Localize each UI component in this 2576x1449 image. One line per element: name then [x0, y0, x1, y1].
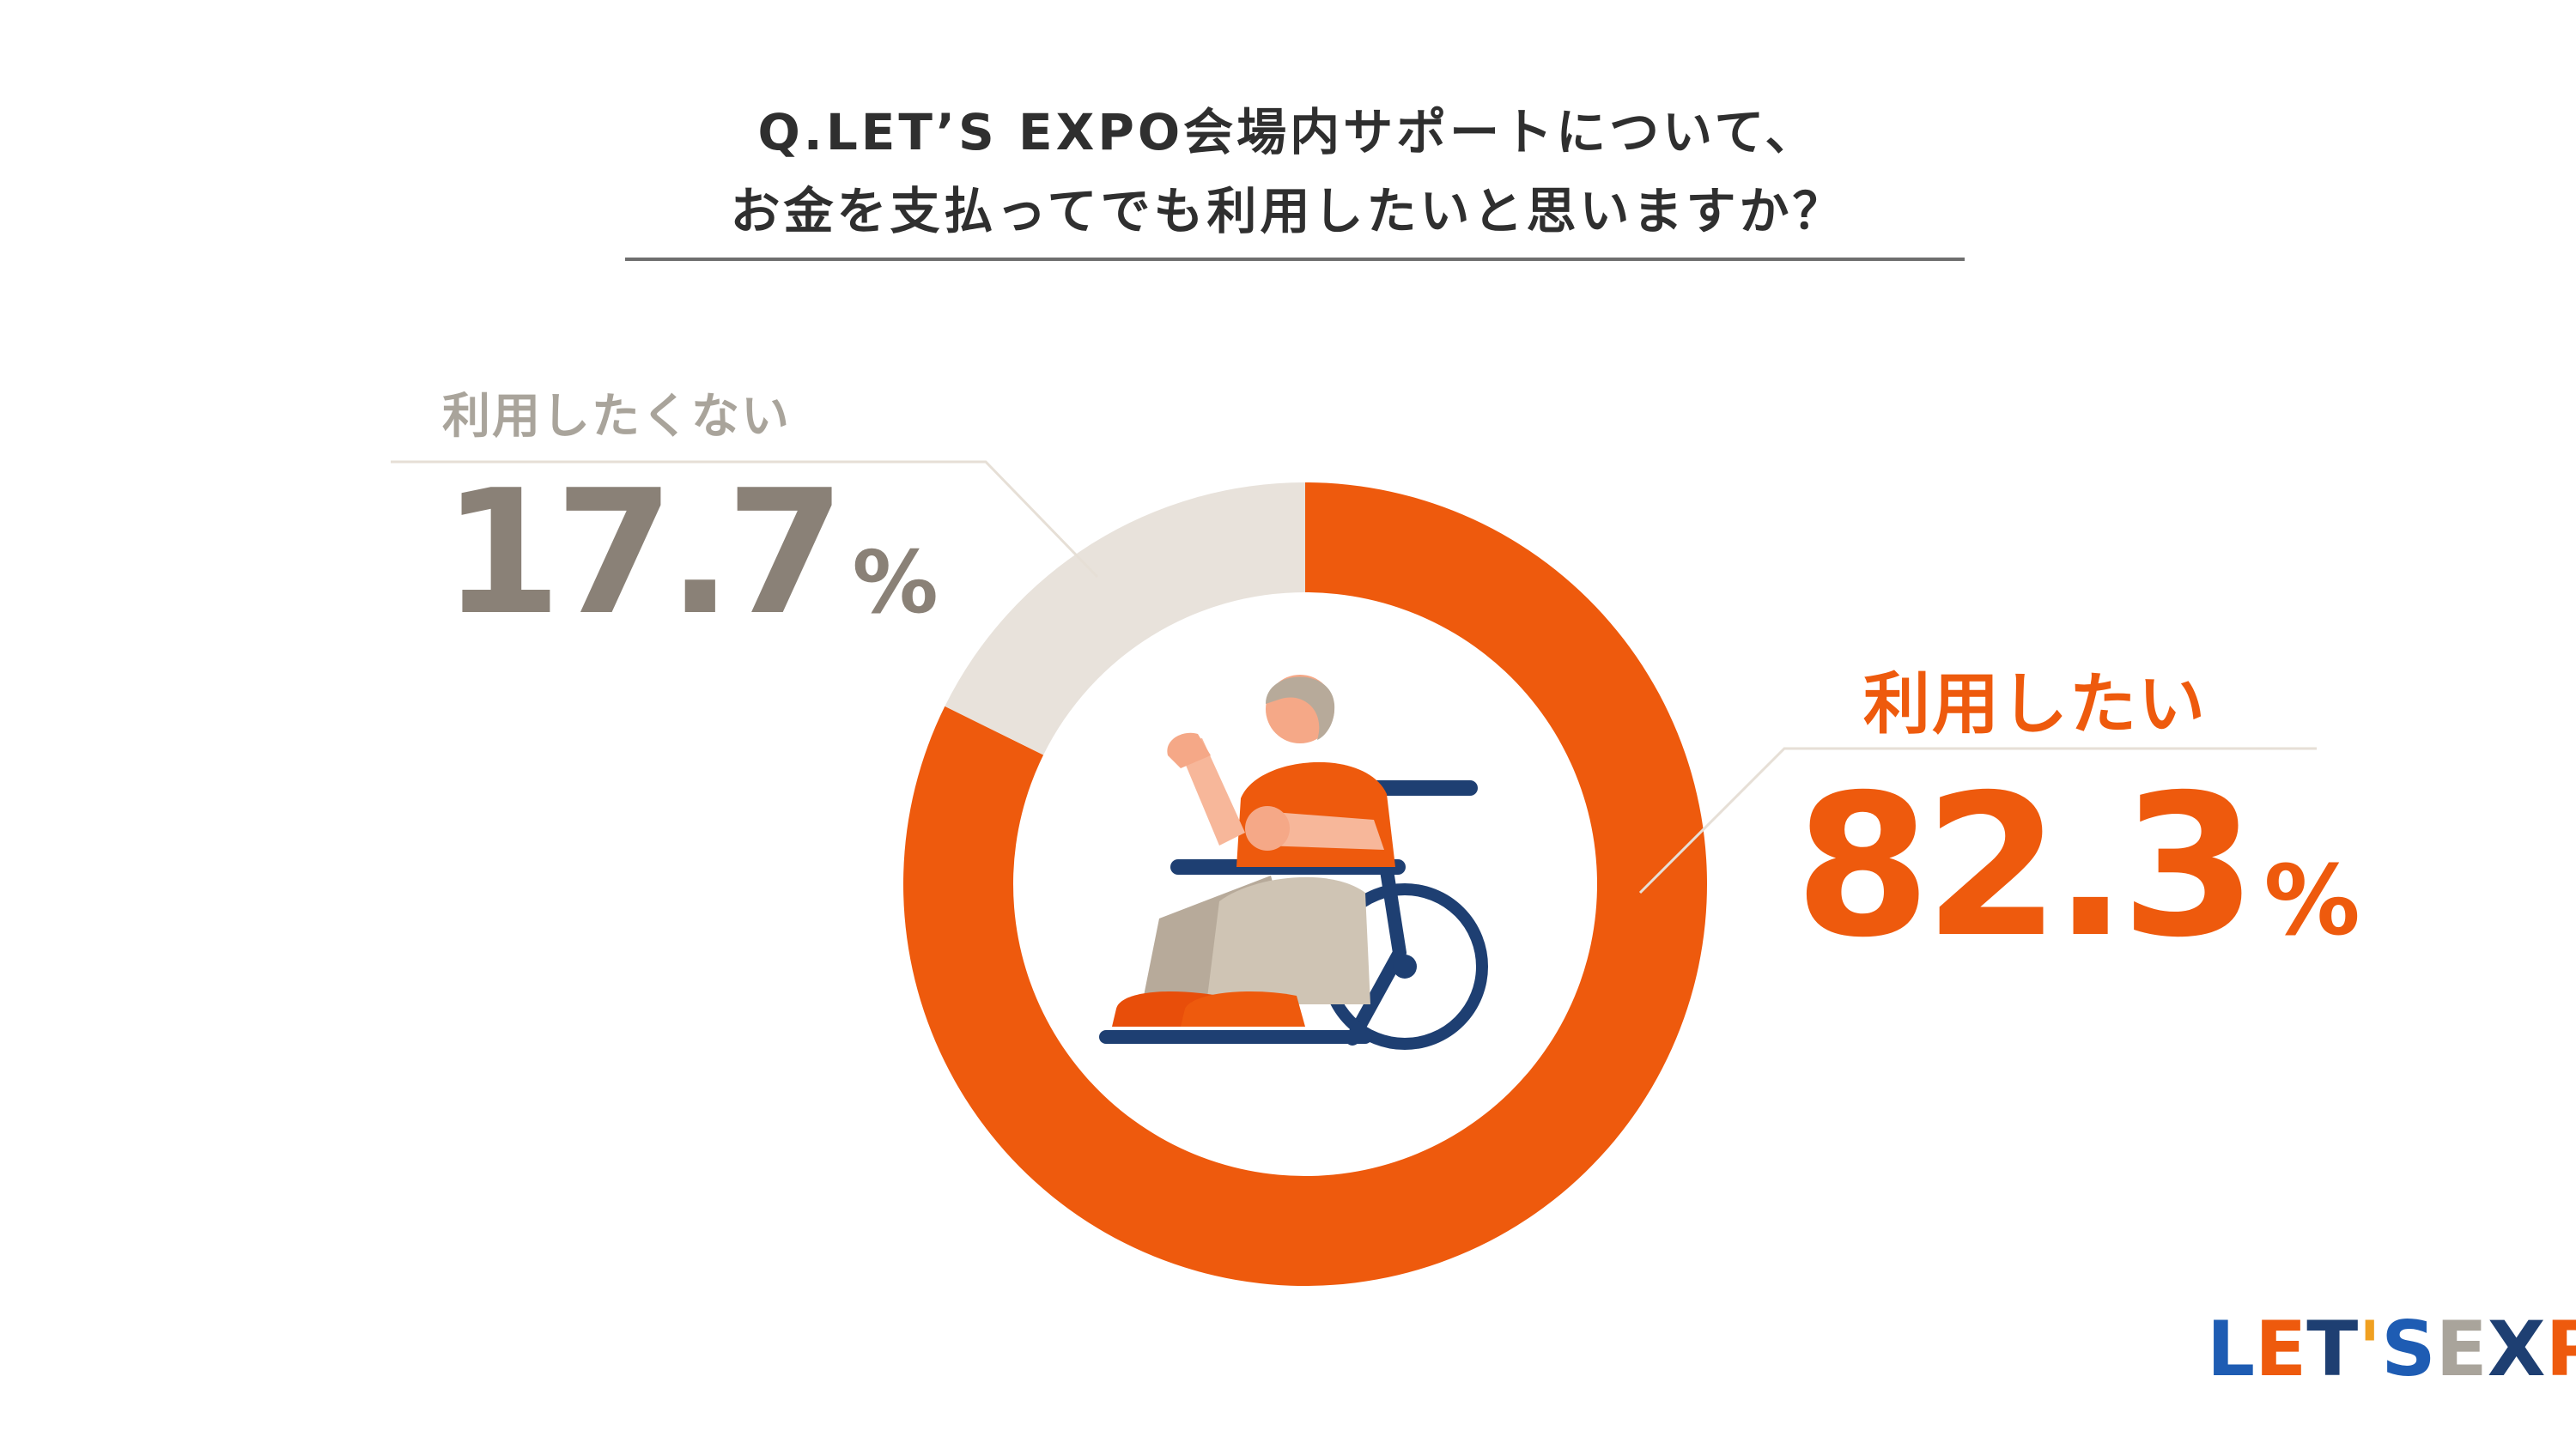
title-line-2: お金を支払ってでも利用したいと思いますか？ — [730, 182, 1846, 240]
label-no-value: 17.7 — [442, 453, 845, 653]
label-yes-percent: 82.3% — [1795, 768, 2360, 999]
label-no-percent: 17.7% — [442, 468, 939, 669]
label-no-category: 利用したくない — [442, 389, 791, 445]
wheelchair-user-icon — [1099, 675, 1488, 1050]
title-line-1: Q.LET’S EXPO会場内サポートについて、 — [757, 103, 1819, 161]
title-underline — [625, 258, 1965, 261]
leader-line-no — [391, 460, 1099, 579]
label-yes-value: 82.3 — [1795, 752, 2257, 980]
donut-slices — [902, 482, 1708, 1286]
chart-title: Q.LET’S EXPO会場内サポートについて、 お金を支払ってでも利用したいと… — [0, 93, 2576, 251]
leader-line-yes — [1638, 747, 2317, 894]
label-no-unit: % — [852, 532, 939, 633]
label-yes-unit: % — [2263, 846, 2360, 957]
donut-slice-no — [945, 482, 1305, 755]
label-yes-category: 利用したい — [1863, 666, 2208, 743]
